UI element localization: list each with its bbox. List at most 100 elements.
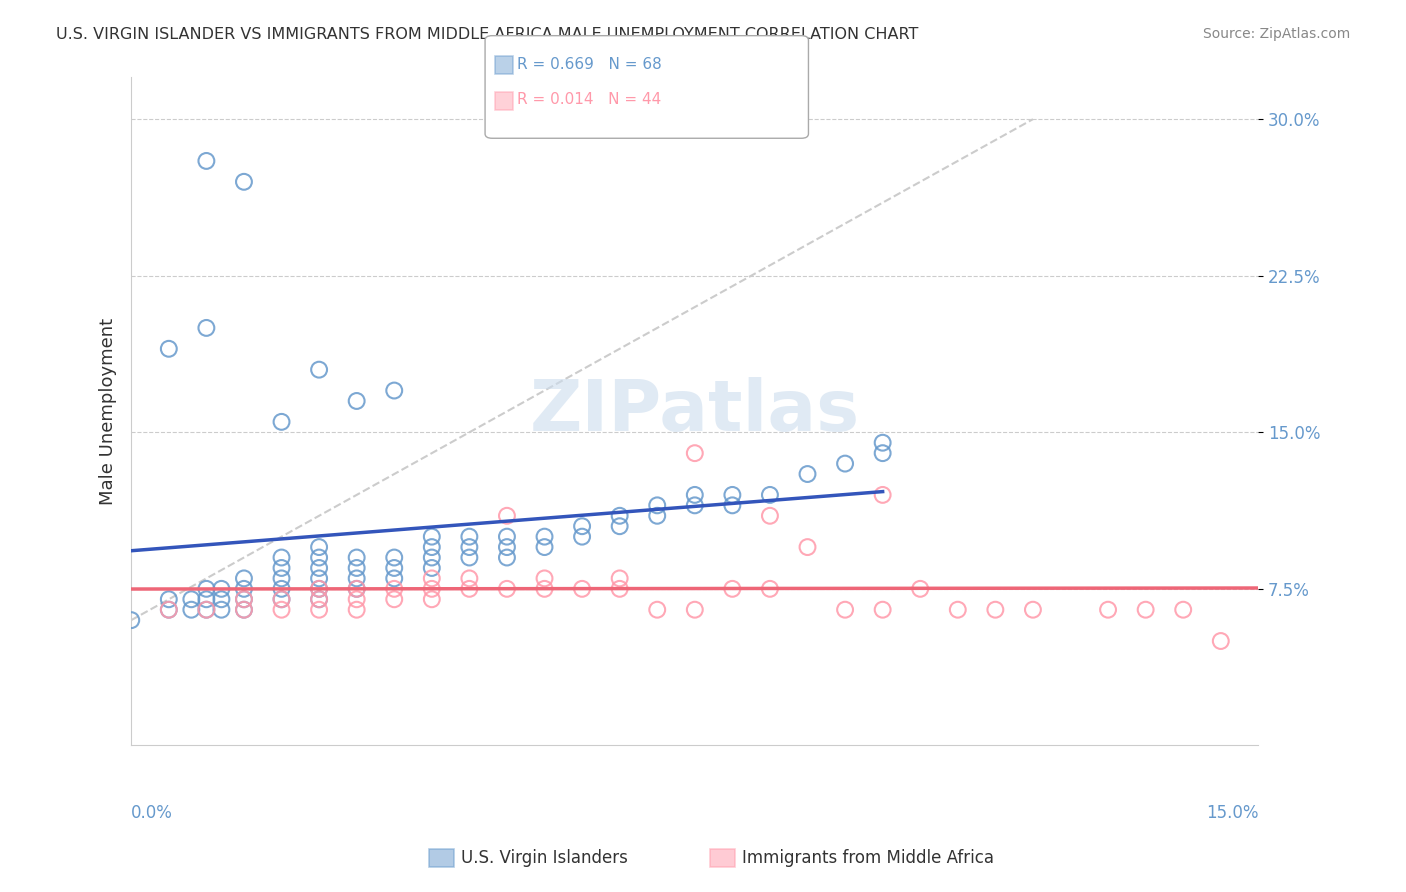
Point — [120, 613, 142, 627]
Point — [683, 446, 706, 460]
Point — [1097, 603, 1119, 617]
Point — [270, 415, 292, 429]
Point — [346, 394, 368, 409]
Point — [872, 488, 894, 502]
Point — [157, 603, 180, 617]
Point — [233, 592, 256, 607]
Point — [209, 592, 232, 607]
Point — [233, 603, 256, 617]
Point — [458, 550, 481, 565]
Point — [308, 582, 330, 596]
Point — [458, 540, 481, 554]
Point — [233, 175, 256, 189]
Point — [382, 592, 405, 607]
Point — [796, 540, 818, 554]
Point — [645, 508, 668, 523]
Point — [458, 530, 481, 544]
Point — [872, 435, 894, 450]
Point — [1173, 603, 1195, 617]
Point — [420, 530, 443, 544]
Point — [759, 508, 782, 523]
Point — [796, 467, 818, 481]
Point — [308, 362, 330, 376]
Point — [195, 321, 218, 335]
Point — [308, 592, 330, 607]
Point — [195, 582, 218, 596]
Point — [609, 508, 631, 523]
Point — [609, 519, 631, 533]
Text: Source: ZipAtlas.com: Source: ZipAtlas.com — [1202, 27, 1350, 41]
Point — [346, 550, 368, 565]
Point — [233, 571, 256, 585]
Point — [420, 592, 443, 607]
Text: Immigrants from Middle Africa: Immigrants from Middle Africa — [742, 849, 994, 867]
Point — [533, 582, 555, 596]
Point — [834, 603, 856, 617]
Point — [984, 603, 1007, 617]
Point — [420, 540, 443, 554]
Point — [721, 582, 744, 596]
Point — [157, 592, 180, 607]
Point — [157, 342, 180, 356]
Point — [721, 488, 744, 502]
Point — [946, 603, 969, 617]
Point — [195, 592, 218, 607]
Point — [308, 540, 330, 554]
Point — [645, 499, 668, 513]
Point — [683, 499, 706, 513]
Point — [308, 592, 330, 607]
Point — [872, 446, 894, 460]
Point — [533, 571, 555, 585]
Point — [759, 582, 782, 596]
Point — [683, 488, 706, 502]
Text: R = 0.014   N = 44: R = 0.014 N = 44 — [517, 93, 662, 107]
Point — [308, 603, 330, 617]
Point — [270, 561, 292, 575]
Point — [645, 603, 668, 617]
Point — [308, 571, 330, 585]
Point — [180, 603, 202, 617]
Point — [382, 561, 405, 575]
Point — [195, 153, 218, 168]
Point — [571, 582, 593, 596]
Point — [233, 592, 256, 607]
Point — [571, 530, 593, 544]
Point — [346, 561, 368, 575]
Point — [496, 582, 519, 596]
Point — [270, 592, 292, 607]
Point — [233, 603, 256, 617]
Point — [420, 550, 443, 565]
Point — [233, 582, 256, 596]
Point — [458, 582, 481, 596]
Point — [420, 582, 443, 596]
Point — [346, 582, 368, 596]
Point — [270, 571, 292, 585]
Point — [420, 571, 443, 585]
Point — [180, 592, 202, 607]
Point — [1135, 603, 1157, 617]
Point — [496, 530, 519, 544]
Point — [209, 603, 232, 617]
Point — [533, 530, 555, 544]
Point — [270, 582, 292, 596]
Point — [346, 592, 368, 607]
Point — [209, 582, 232, 596]
Point — [458, 571, 481, 585]
Text: ZIPatlas: ZIPatlas — [530, 377, 860, 446]
Point — [683, 603, 706, 617]
Point — [420, 561, 443, 575]
Point — [382, 571, 405, 585]
Point — [308, 582, 330, 596]
Point — [308, 550, 330, 565]
Y-axis label: Male Unemployment: Male Unemployment — [100, 318, 117, 505]
Point — [1209, 634, 1232, 648]
Point — [496, 540, 519, 554]
Text: U.S. Virgin Islanders: U.S. Virgin Islanders — [461, 849, 628, 867]
Text: R = 0.669   N = 68: R = 0.669 N = 68 — [517, 57, 662, 71]
Point — [270, 550, 292, 565]
Text: U.S. VIRGIN ISLANDER VS IMMIGRANTS FROM MIDDLE AFRICA MALE UNEMPLOYMENT CORRELAT: U.S. VIRGIN ISLANDER VS IMMIGRANTS FROM … — [56, 27, 918, 42]
Point — [270, 603, 292, 617]
Point — [496, 508, 519, 523]
Point — [759, 488, 782, 502]
Point — [308, 561, 330, 575]
